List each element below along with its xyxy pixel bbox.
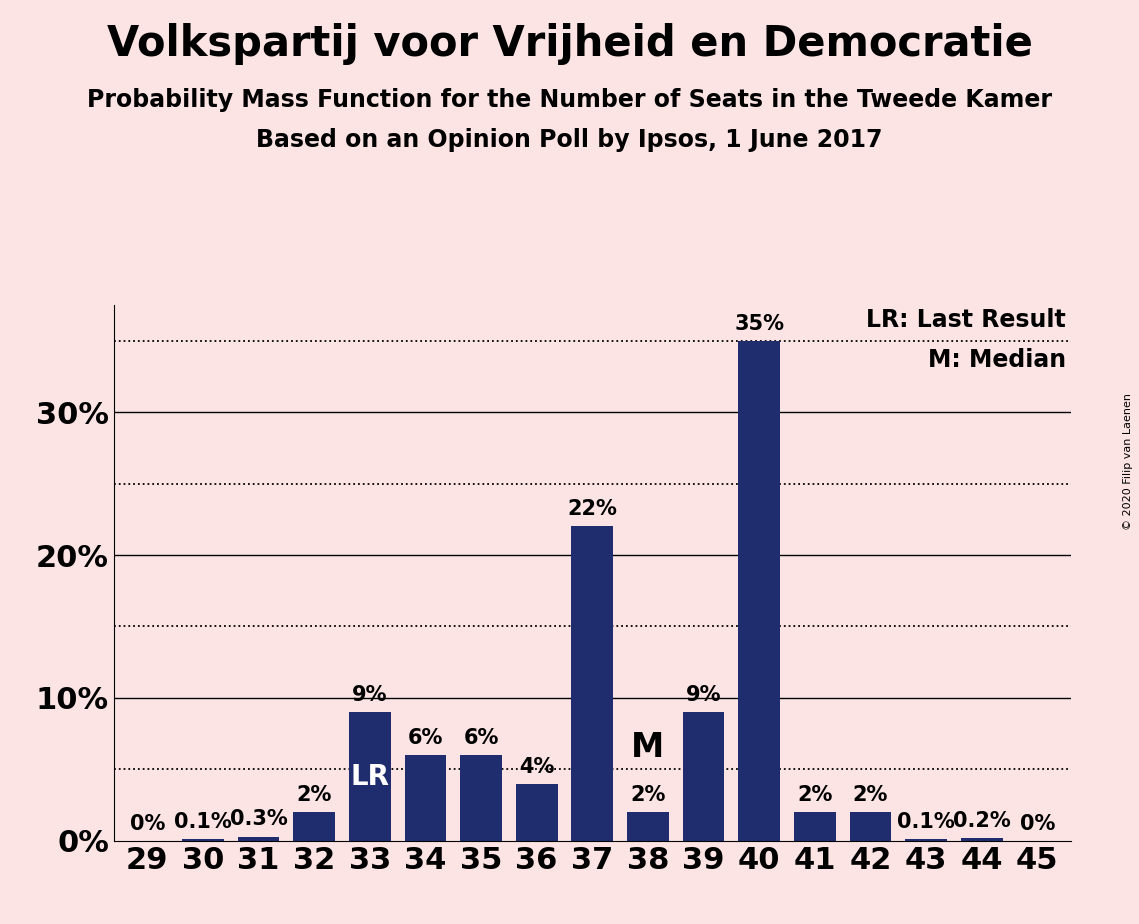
Bar xyxy=(293,812,335,841)
Text: 2%: 2% xyxy=(797,785,833,805)
Text: 0%: 0% xyxy=(1019,814,1055,833)
Bar xyxy=(516,784,557,841)
Bar xyxy=(850,812,891,841)
Text: Probability Mass Function for the Number of Seats in the Tweede Kamer: Probability Mass Function for the Number… xyxy=(87,88,1052,112)
Bar xyxy=(794,812,836,841)
Bar xyxy=(404,755,446,841)
Text: 6%: 6% xyxy=(408,728,443,748)
Text: 22%: 22% xyxy=(567,499,617,519)
Text: 9%: 9% xyxy=(686,685,721,705)
Text: 0%: 0% xyxy=(130,814,165,833)
Bar xyxy=(906,839,947,841)
Text: 0.1%: 0.1% xyxy=(174,812,231,833)
Bar xyxy=(182,839,223,841)
Text: 2%: 2% xyxy=(630,785,665,805)
Text: Based on an Opinion Poll by Ipsos, 1 June 2017: Based on an Opinion Poll by Ipsos, 1 Jun… xyxy=(256,128,883,152)
Text: © 2020 Filip van Laenen: © 2020 Filip van Laenen xyxy=(1123,394,1133,530)
Text: M: M xyxy=(631,732,664,764)
Text: 6%: 6% xyxy=(464,728,499,748)
Bar xyxy=(572,527,613,841)
Text: 0.3%: 0.3% xyxy=(230,809,287,830)
Bar xyxy=(349,712,391,841)
Text: Volkspartij voor Vrijheid en Democratie: Volkspartij voor Vrijheid en Democratie xyxy=(107,23,1032,65)
Text: 35%: 35% xyxy=(735,313,784,334)
Bar xyxy=(628,812,669,841)
Bar xyxy=(961,838,1002,841)
Text: 0.2%: 0.2% xyxy=(953,811,1010,831)
Text: LR: Last Result: LR: Last Result xyxy=(866,308,1066,332)
Bar xyxy=(460,755,502,841)
Text: M: Median: M: Median xyxy=(928,347,1066,371)
Text: LR: LR xyxy=(351,762,390,791)
Bar xyxy=(738,341,780,841)
Text: 4%: 4% xyxy=(519,757,555,776)
Text: 0.1%: 0.1% xyxy=(898,812,954,833)
Text: 2%: 2% xyxy=(296,785,331,805)
Text: 9%: 9% xyxy=(352,685,387,705)
Bar xyxy=(682,712,724,841)
Bar xyxy=(238,836,279,841)
Text: 2%: 2% xyxy=(853,785,888,805)
